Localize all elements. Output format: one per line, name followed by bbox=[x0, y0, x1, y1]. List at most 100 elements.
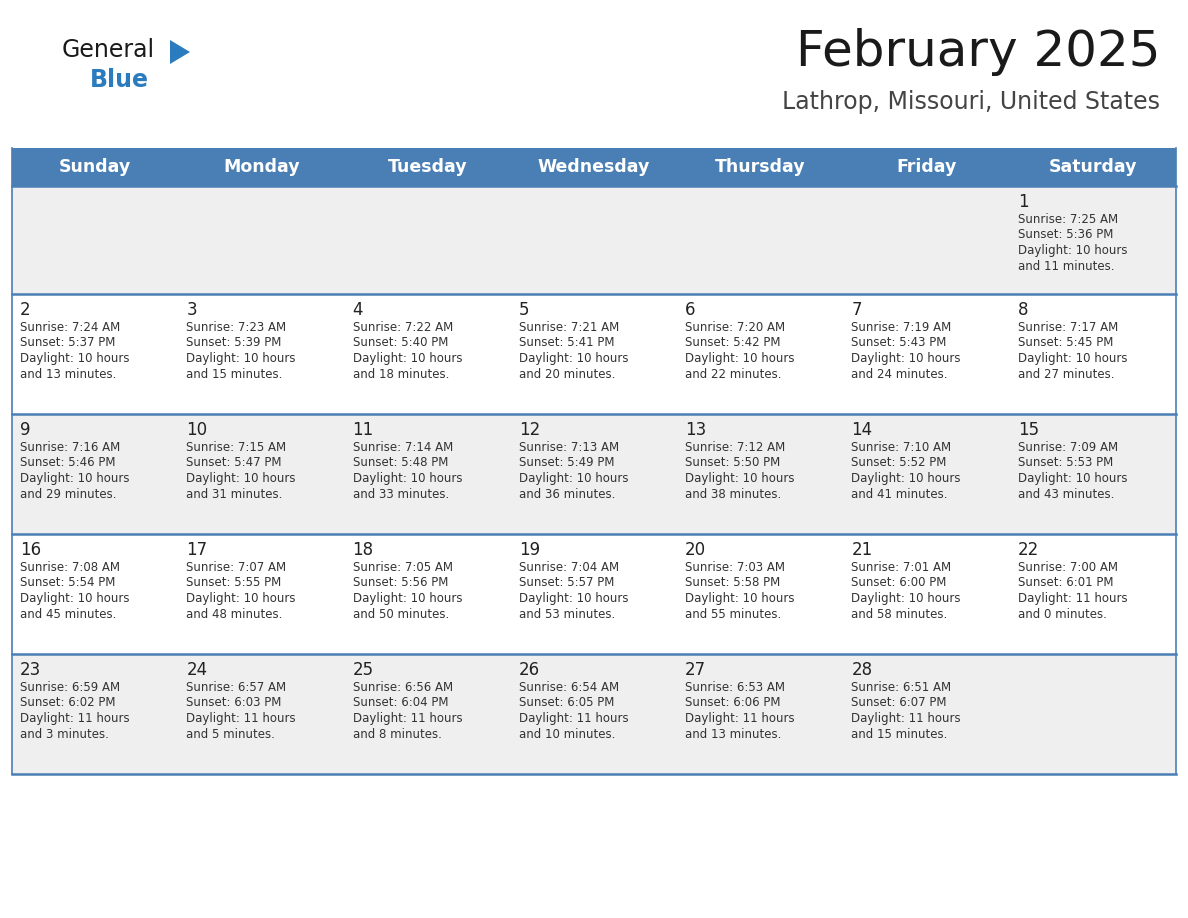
Text: Sunrise: 7:03 AM: Sunrise: 7:03 AM bbox=[685, 561, 785, 574]
Polygon shape bbox=[170, 40, 190, 64]
Text: Daylight: 10 hours: Daylight: 10 hours bbox=[353, 472, 462, 485]
Text: Sunset: 5:43 PM: Sunset: 5:43 PM bbox=[852, 337, 947, 350]
Text: Sunset: 5:50 PM: Sunset: 5:50 PM bbox=[685, 456, 781, 469]
Text: 21: 21 bbox=[852, 541, 873, 559]
Text: 3: 3 bbox=[187, 301, 197, 319]
Text: Sunrise: 7:25 AM: Sunrise: 7:25 AM bbox=[1018, 213, 1118, 226]
Text: Blue: Blue bbox=[90, 68, 148, 92]
Text: Sunrise: 7:14 AM: Sunrise: 7:14 AM bbox=[353, 441, 453, 454]
Text: Sunrise: 6:56 AM: Sunrise: 6:56 AM bbox=[353, 681, 453, 694]
Text: Sunset: 5:54 PM: Sunset: 5:54 PM bbox=[20, 577, 115, 589]
Text: Sunset: 5:40 PM: Sunset: 5:40 PM bbox=[353, 337, 448, 350]
Bar bbox=[12, 534, 1176, 654]
Text: Sunset: 5:45 PM: Sunset: 5:45 PM bbox=[1018, 337, 1113, 350]
Text: Daylight: 11 hours: Daylight: 11 hours bbox=[1018, 592, 1127, 605]
Text: and 53 minutes.: and 53 minutes. bbox=[519, 608, 615, 621]
Text: Sunset: 5:48 PM: Sunset: 5:48 PM bbox=[353, 456, 448, 469]
Text: Sunrise: 7:00 AM: Sunrise: 7:00 AM bbox=[1018, 561, 1118, 574]
Text: 12: 12 bbox=[519, 421, 541, 439]
Text: and 31 minutes.: and 31 minutes. bbox=[187, 487, 283, 500]
Text: Sunrise: 7:04 AM: Sunrise: 7:04 AM bbox=[519, 561, 619, 574]
Text: and 36 minutes.: and 36 minutes. bbox=[519, 487, 615, 500]
Text: Sunrise: 7:09 AM: Sunrise: 7:09 AM bbox=[1018, 441, 1118, 454]
Text: Daylight: 10 hours: Daylight: 10 hours bbox=[685, 352, 795, 365]
Text: and 8 minutes.: and 8 minutes. bbox=[353, 727, 442, 741]
Text: and 3 minutes.: and 3 minutes. bbox=[20, 727, 109, 741]
Text: Daylight: 10 hours: Daylight: 10 hours bbox=[852, 592, 961, 605]
Text: 28: 28 bbox=[852, 661, 872, 679]
Text: Sunset: 5:58 PM: Sunset: 5:58 PM bbox=[685, 577, 781, 589]
Text: Sunrise: 7:21 AM: Sunrise: 7:21 AM bbox=[519, 321, 619, 334]
Text: Sunset: 6:01 PM: Sunset: 6:01 PM bbox=[1018, 577, 1113, 589]
Text: 10: 10 bbox=[187, 421, 208, 439]
Text: Daylight: 10 hours: Daylight: 10 hours bbox=[20, 592, 129, 605]
Text: and 11 minutes.: and 11 minutes. bbox=[1018, 260, 1114, 273]
Text: Friday: Friday bbox=[897, 158, 956, 176]
Text: General: General bbox=[62, 38, 156, 62]
Text: 20: 20 bbox=[685, 541, 707, 559]
Text: Sunrise: 7:24 AM: Sunrise: 7:24 AM bbox=[20, 321, 120, 334]
Text: Tuesday: Tuesday bbox=[388, 158, 468, 176]
Text: and 15 minutes.: and 15 minutes. bbox=[187, 367, 283, 380]
Text: and 27 minutes.: and 27 minutes. bbox=[1018, 367, 1114, 380]
Text: Daylight: 11 hours: Daylight: 11 hours bbox=[685, 712, 795, 725]
Text: Daylight: 10 hours: Daylight: 10 hours bbox=[519, 352, 628, 365]
Text: Sunset: 5:46 PM: Sunset: 5:46 PM bbox=[20, 456, 115, 469]
Text: Sunrise: 7:17 AM: Sunrise: 7:17 AM bbox=[1018, 321, 1118, 334]
Text: Sunset: 5:57 PM: Sunset: 5:57 PM bbox=[519, 577, 614, 589]
Text: Sunset: 5:36 PM: Sunset: 5:36 PM bbox=[1018, 229, 1113, 241]
Text: and 29 minutes.: and 29 minutes. bbox=[20, 487, 116, 500]
Text: Lathrop, Missouri, United States: Lathrop, Missouri, United States bbox=[782, 90, 1159, 114]
Text: 2: 2 bbox=[20, 301, 31, 319]
Text: Daylight: 10 hours: Daylight: 10 hours bbox=[20, 352, 129, 365]
Text: Daylight: 10 hours: Daylight: 10 hours bbox=[187, 592, 296, 605]
Text: and 5 minutes.: and 5 minutes. bbox=[187, 727, 276, 741]
Text: Wednesday: Wednesday bbox=[538, 158, 650, 176]
Text: February 2025: February 2025 bbox=[796, 28, 1159, 76]
Text: and 15 minutes.: and 15 minutes. bbox=[852, 727, 948, 741]
Text: Daylight: 10 hours: Daylight: 10 hours bbox=[685, 472, 795, 485]
Text: Sunrise: 7:22 AM: Sunrise: 7:22 AM bbox=[353, 321, 453, 334]
Text: Sunrise: 7:07 AM: Sunrise: 7:07 AM bbox=[187, 561, 286, 574]
Text: Daylight: 10 hours: Daylight: 10 hours bbox=[187, 472, 296, 485]
Text: Daylight: 10 hours: Daylight: 10 hours bbox=[187, 352, 296, 365]
Text: and 38 minutes.: and 38 minutes. bbox=[685, 487, 782, 500]
Text: 4: 4 bbox=[353, 301, 364, 319]
Text: and 41 minutes.: and 41 minutes. bbox=[852, 487, 948, 500]
Text: Daylight: 11 hours: Daylight: 11 hours bbox=[852, 712, 961, 725]
Text: Sunset: 6:03 PM: Sunset: 6:03 PM bbox=[187, 697, 282, 710]
Text: Saturday: Saturday bbox=[1049, 158, 1137, 176]
Text: Thursday: Thursday bbox=[715, 158, 805, 176]
Text: Daylight: 10 hours: Daylight: 10 hours bbox=[353, 592, 462, 605]
Text: Sunrise: 7:05 AM: Sunrise: 7:05 AM bbox=[353, 561, 453, 574]
Text: Sunrise: 7:01 AM: Sunrise: 7:01 AM bbox=[852, 561, 952, 574]
Text: Sunset: 5:39 PM: Sunset: 5:39 PM bbox=[187, 337, 282, 350]
Text: and 13 minutes.: and 13 minutes. bbox=[685, 727, 782, 741]
Text: Sunset: 6:00 PM: Sunset: 6:00 PM bbox=[852, 577, 947, 589]
Text: 6: 6 bbox=[685, 301, 696, 319]
Text: and 13 minutes.: and 13 minutes. bbox=[20, 367, 116, 380]
Text: Sunrise: 7:10 AM: Sunrise: 7:10 AM bbox=[852, 441, 952, 454]
Text: and 55 minutes.: and 55 minutes. bbox=[685, 608, 782, 621]
Text: 27: 27 bbox=[685, 661, 707, 679]
Text: Daylight: 10 hours: Daylight: 10 hours bbox=[852, 472, 961, 485]
Text: and 48 minutes.: and 48 minutes. bbox=[187, 608, 283, 621]
Bar bbox=[12, 414, 1176, 534]
Text: 18: 18 bbox=[353, 541, 374, 559]
Text: Sunset: 6:07 PM: Sunset: 6:07 PM bbox=[852, 697, 947, 710]
Text: Sunset: 6:05 PM: Sunset: 6:05 PM bbox=[519, 697, 614, 710]
Bar bbox=[12, 148, 1176, 186]
Text: 7: 7 bbox=[852, 301, 862, 319]
Text: Sunrise: 7:16 AM: Sunrise: 7:16 AM bbox=[20, 441, 120, 454]
Text: 14: 14 bbox=[852, 421, 872, 439]
Text: Daylight: 10 hours: Daylight: 10 hours bbox=[1018, 244, 1127, 257]
Text: Sunset: 5:49 PM: Sunset: 5:49 PM bbox=[519, 456, 614, 469]
Text: Sunset: 5:37 PM: Sunset: 5:37 PM bbox=[20, 337, 115, 350]
Text: Monday: Monday bbox=[223, 158, 299, 176]
Text: Daylight: 11 hours: Daylight: 11 hours bbox=[20, 712, 129, 725]
Text: 23: 23 bbox=[20, 661, 42, 679]
Text: and 50 minutes.: and 50 minutes. bbox=[353, 608, 449, 621]
Text: and 20 minutes.: and 20 minutes. bbox=[519, 367, 615, 380]
Text: and 33 minutes.: and 33 minutes. bbox=[353, 487, 449, 500]
Text: 17: 17 bbox=[187, 541, 208, 559]
